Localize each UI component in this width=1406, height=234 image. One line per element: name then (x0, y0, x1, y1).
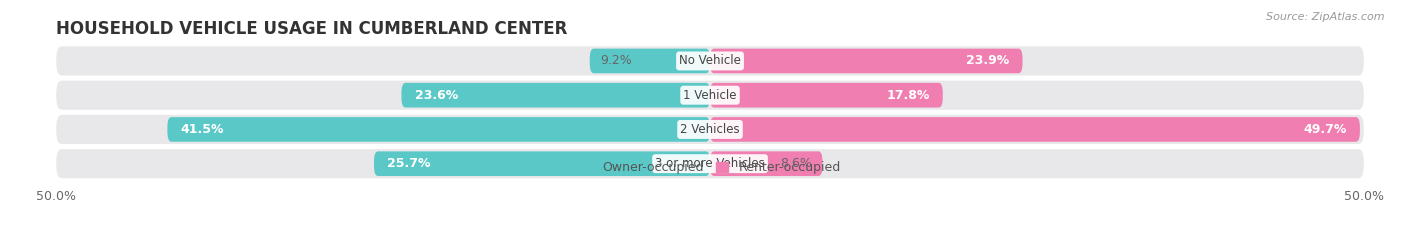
Text: 23.6%: 23.6% (415, 89, 458, 102)
FancyBboxPatch shape (402, 83, 710, 108)
Bar (703, 49, 717, 73)
Text: 1 Vehicle: 1 Vehicle (683, 89, 737, 102)
FancyBboxPatch shape (589, 49, 710, 73)
Text: Source: ZipAtlas.com: Source: ZipAtlas.com (1267, 12, 1385, 22)
Text: 17.8%: 17.8% (886, 89, 929, 102)
FancyBboxPatch shape (56, 115, 1364, 144)
Text: 49.7%: 49.7% (1303, 123, 1347, 136)
Legend: Owner-occupied, Renter-occupied: Owner-occupied, Renter-occupied (575, 156, 845, 179)
Bar (703, 151, 717, 176)
Bar (703, 83, 717, 108)
FancyBboxPatch shape (56, 149, 1364, 178)
FancyBboxPatch shape (710, 117, 1360, 142)
FancyBboxPatch shape (167, 117, 710, 142)
FancyBboxPatch shape (374, 151, 710, 176)
FancyBboxPatch shape (710, 83, 943, 108)
FancyBboxPatch shape (710, 49, 1022, 73)
Text: 23.9%: 23.9% (966, 55, 1010, 67)
Text: 2 Vehicles: 2 Vehicles (681, 123, 740, 136)
Text: 9.2%: 9.2% (600, 55, 631, 67)
Text: HOUSEHOLD VEHICLE USAGE IN CUMBERLAND CENTER: HOUSEHOLD VEHICLE USAGE IN CUMBERLAND CE… (56, 20, 568, 38)
FancyBboxPatch shape (56, 46, 1364, 76)
Text: 25.7%: 25.7% (387, 157, 430, 170)
Text: 41.5%: 41.5% (180, 123, 224, 136)
FancyBboxPatch shape (56, 81, 1364, 110)
FancyBboxPatch shape (710, 151, 823, 176)
Text: 3 or more Vehicles: 3 or more Vehicles (655, 157, 765, 170)
Bar (703, 117, 717, 142)
Text: 8.6%: 8.6% (780, 157, 813, 170)
Text: No Vehicle: No Vehicle (679, 55, 741, 67)
